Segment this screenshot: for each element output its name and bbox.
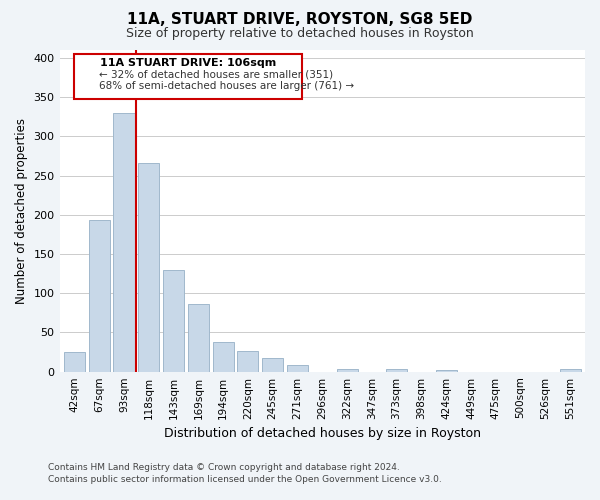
Bar <box>89 220 110 372</box>
Bar <box>113 113 134 372</box>
Bar <box>138 163 160 372</box>
Bar <box>560 370 581 372</box>
Bar <box>262 358 283 372</box>
Text: 68% of semi-detached houses are larger (761) →: 68% of semi-detached houses are larger (… <box>99 82 355 92</box>
Bar <box>64 352 85 372</box>
Text: Size of property relative to detached houses in Royston: Size of property relative to detached ho… <box>126 28 474 40</box>
Text: Contains public sector information licensed under the Open Government Licence v3: Contains public sector information licen… <box>48 475 442 484</box>
Bar <box>163 270 184 372</box>
Bar <box>337 368 358 372</box>
Bar <box>188 304 209 372</box>
Text: Contains HM Land Registry data © Crown copyright and database right 2024.: Contains HM Land Registry data © Crown c… <box>48 464 400 472</box>
Text: 11A STUART DRIVE: 106sqm: 11A STUART DRIVE: 106sqm <box>100 58 277 68</box>
Bar <box>386 370 407 372</box>
Bar <box>287 366 308 372</box>
Y-axis label: Number of detached properties: Number of detached properties <box>15 118 28 304</box>
Bar <box>212 342 233 372</box>
Bar <box>436 370 457 372</box>
Bar <box>238 352 259 372</box>
FancyBboxPatch shape <box>74 54 302 99</box>
X-axis label: Distribution of detached houses by size in Royston: Distribution of detached houses by size … <box>164 427 481 440</box>
Text: ← 32% of detached houses are smaller (351): ← 32% of detached houses are smaller (35… <box>99 70 334 80</box>
Text: 11A, STUART DRIVE, ROYSTON, SG8 5ED: 11A, STUART DRIVE, ROYSTON, SG8 5ED <box>127 12 473 28</box>
